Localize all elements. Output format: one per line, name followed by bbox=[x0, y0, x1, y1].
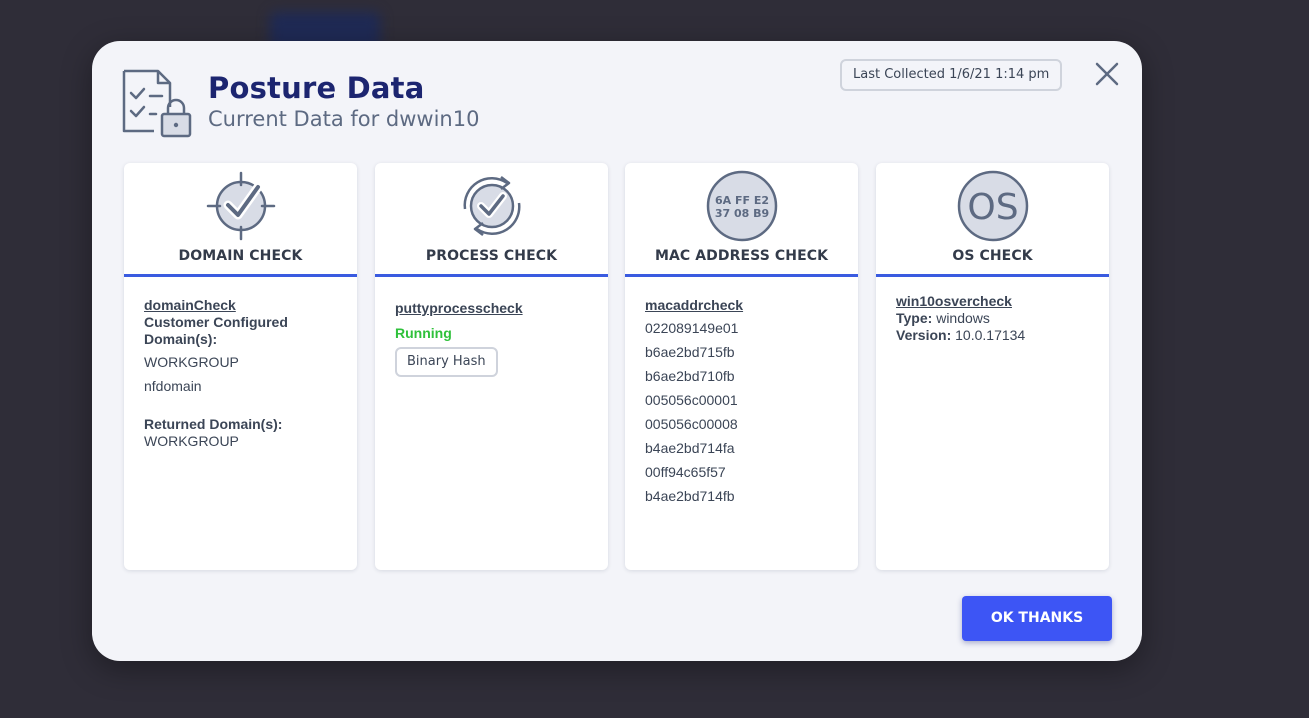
os-check-link[interactable]: win10osvercheck bbox=[896, 293, 1012, 309]
mac-address-item: b4ae2bd714fb bbox=[645, 488, 735, 504]
returned-domains-label: Returned Domain(s): bbox=[144, 416, 283, 432]
ok-thanks-button[interactable]: OK THANKS bbox=[962, 596, 1112, 641]
mac-address-icon: 6A FF E2 37 08 B9 bbox=[706, 170, 777, 242]
domain-check-body: domainCheck Customer Configured Domain(s… bbox=[124, 277, 357, 450]
modal-subtitle: Current Data for dwwin10 bbox=[208, 107, 480, 131]
mac-address-check-title: MAC ADDRESS CHECK bbox=[654, 248, 829, 264]
os-type-label: Type: bbox=[896, 310, 933, 326]
check-cards: DOMAIN CHECK domainCheck Customer Config… bbox=[124, 163, 1110, 570]
last-collected-badge: Last Collected 1/6/21 1:14 pm bbox=[840, 59, 1063, 91]
domain-check-link[interactable]: domainCheck bbox=[144, 297, 236, 313]
os-check-header: OS OS CHECK bbox=[876, 163, 1109, 277]
process-check-header: PROCESS CHECK bbox=[375, 163, 608, 277]
os-version-row: Version: 10.0.17134 bbox=[896, 327, 1089, 344]
mac-address-item: b6ae2bd715fb bbox=[645, 344, 735, 360]
mac-address-item: 005056c00001 bbox=[645, 392, 738, 408]
os-type-row: Type: windows bbox=[896, 310, 1089, 327]
domain-check-title: DOMAIN CHECK bbox=[178, 248, 303, 264]
mac-address-check-header: 6A FF E2 37 08 B9 MAC ADDRESS CHECK bbox=[625, 163, 858, 277]
mac-address-item: 005056c00008 bbox=[645, 416, 738, 432]
binary-hash-button[interactable]: Binary Hash bbox=[395, 347, 498, 377]
process-check-card: PROCESS CHECK puttyprocesscheck Running … bbox=[375, 163, 608, 570]
mac-address-item: b4ae2bd714fa bbox=[645, 440, 735, 456]
configured-domains-label: Customer Configured Domain(s): bbox=[144, 314, 288, 347]
process-check-title: PROCESS CHECK bbox=[425, 248, 558, 264]
modal-title: Posture Data bbox=[208, 71, 425, 105]
mac-address-item: 022089149e01 bbox=[645, 320, 739, 336]
mac-icon-line-1: 6A FF E2 bbox=[714, 194, 768, 207]
configured-domain-item: WORKGROUP bbox=[144, 354, 239, 370]
mac-address-check-card: 6A FF E2 37 08 B9 MAC ADDRESS CHECK maca… bbox=[625, 163, 858, 570]
mac-check-link[interactable]: macaddrcheck bbox=[645, 297, 744, 313]
returned-domain-item: WORKGROUP bbox=[144, 433, 239, 449]
os-check-card: OS OS CHECK win10osvercheck Type: window… bbox=[876, 163, 1109, 570]
posture-data-modal: Posture Data Current Data for dwwin10 La… bbox=[92, 41, 1142, 661]
checklist-lock-icon bbox=[122, 69, 192, 138]
os-icon-text: OS bbox=[967, 187, 1018, 228]
domain-check-header: DOMAIN CHECK bbox=[124, 163, 357, 277]
close-icon[interactable] bbox=[1094, 61, 1120, 87]
mac-icon-line-2: 37 08 B9 bbox=[714, 207, 768, 220]
mac-address-item: 00ff94c65f57 bbox=[645, 464, 726, 480]
os-check-title: OS CHECK bbox=[952, 248, 1033, 264]
process-check-link[interactable]: puttyprocesscheck bbox=[395, 300, 523, 316]
os-type-value: windows bbox=[936, 310, 990, 326]
domain-check-card: DOMAIN CHECK domainCheck Customer Config… bbox=[124, 163, 357, 570]
process-check-body: puttyprocesscheck Running Binary Hash bbox=[375, 277, 608, 377]
os-check-body: win10osvercheck Type: windows Version: 1… bbox=[876, 277, 1109, 344]
process-status: Running bbox=[395, 325, 452, 341]
mac-address-check-body: macaddrcheck 022089149e01 b6ae2bd715fb b… bbox=[625, 277, 858, 508]
os-version-label: Version: bbox=[896, 327, 952, 343]
configured-domain-item: nfdomain bbox=[144, 378, 202, 394]
target-check-icon bbox=[206, 171, 275, 241]
os-version-value: 10.0.17134 bbox=[955, 327, 1026, 343]
refresh-check-icon bbox=[462, 176, 521, 236]
mac-address-item: b6ae2bd710fb bbox=[645, 368, 735, 384]
os-icon: OS bbox=[957, 170, 1028, 242]
